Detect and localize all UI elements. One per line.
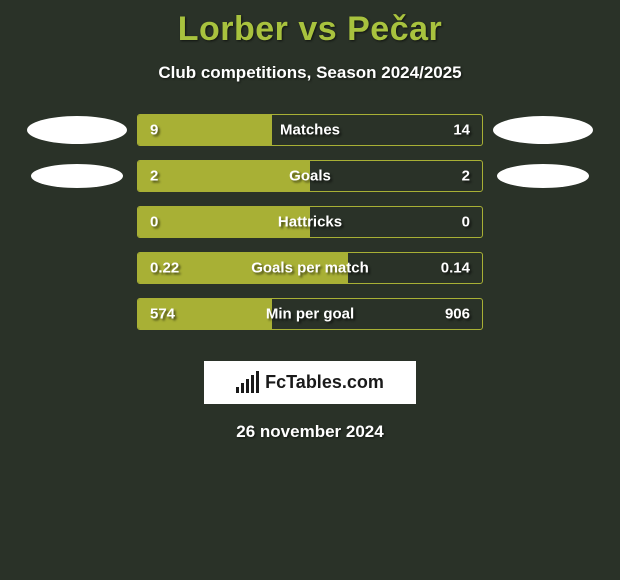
value-left: 2	[150, 168, 158, 185]
value-right: 0	[462, 214, 470, 231]
comparison-chart: 9 14 Matches 2 2 Goals 0 0 Hattricks 0.22 0.14 Goal…	[0, 107, 620, 337]
metric-bar: 0.22 0.14 Goals per match	[137, 252, 483, 284]
metric-row: 9 14 Matches	[0, 107, 620, 153]
metric-label: Goals per match	[251, 260, 369, 277]
metric-row: 2 2 Goals	[0, 153, 620, 199]
metric-bar: 9 14 Matches	[137, 114, 483, 146]
value-left: 9	[150, 122, 158, 139]
infographic-container: Lorber vs Pečar Club competitions, Seaso…	[0, 0, 620, 580]
metric-label: Goals	[289, 168, 331, 185]
metric-label: Min per goal	[266, 306, 354, 323]
value-left: 0.22	[150, 260, 179, 277]
metric-label: Hattricks	[278, 214, 342, 231]
metric-row: 0 0 Hattricks	[0, 199, 620, 245]
value-right: 0.14	[441, 260, 470, 277]
logo-text: FcTables.com	[265, 372, 384, 393]
right-badge-slot	[483, 164, 603, 188]
metric-row: 574 906 Min per goal	[0, 291, 620, 337]
value-left: 574	[150, 306, 175, 323]
page-title: Lorber vs Pečar	[0, 0, 620, 49]
player-badge-left	[27, 116, 127, 144]
metric-bar: 0 0 Hattricks	[137, 206, 483, 238]
player-badge-right	[493, 116, 593, 144]
player-badge-left	[31, 164, 123, 188]
value-right: 906	[445, 306, 470, 323]
metric-row: 0.22 0.14 Goals per match	[0, 245, 620, 291]
date-label: 26 november 2024	[0, 422, 620, 442]
value-left: 0	[150, 214, 158, 231]
bar-chart-icon	[236, 373, 259, 393]
bar-right-fill	[310, 161, 482, 191]
right-badge-slot	[483, 116, 603, 144]
value-right: 2	[462, 168, 470, 185]
metric-label: Matches	[280, 122, 340, 139]
left-badge-slot	[17, 164, 137, 188]
logo-box: FcTables.com	[204, 361, 416, 404]
value-right: 14	[453, 122, 470, 139]
bar-left-fill	[138, 161, 310, 191]
subtitle: Club competitions, Season 2024/2025	[0, 63, 620, 83]
metric-bar: 574 906 Min per goal	[137, 298, 483, 330]
metric-bar: 2 2 Goals	[137, 160, 483, 192]
player-badge-right	[497, 164, 589, 188]
left-badge-slot	[17, 116, 137, 144]
